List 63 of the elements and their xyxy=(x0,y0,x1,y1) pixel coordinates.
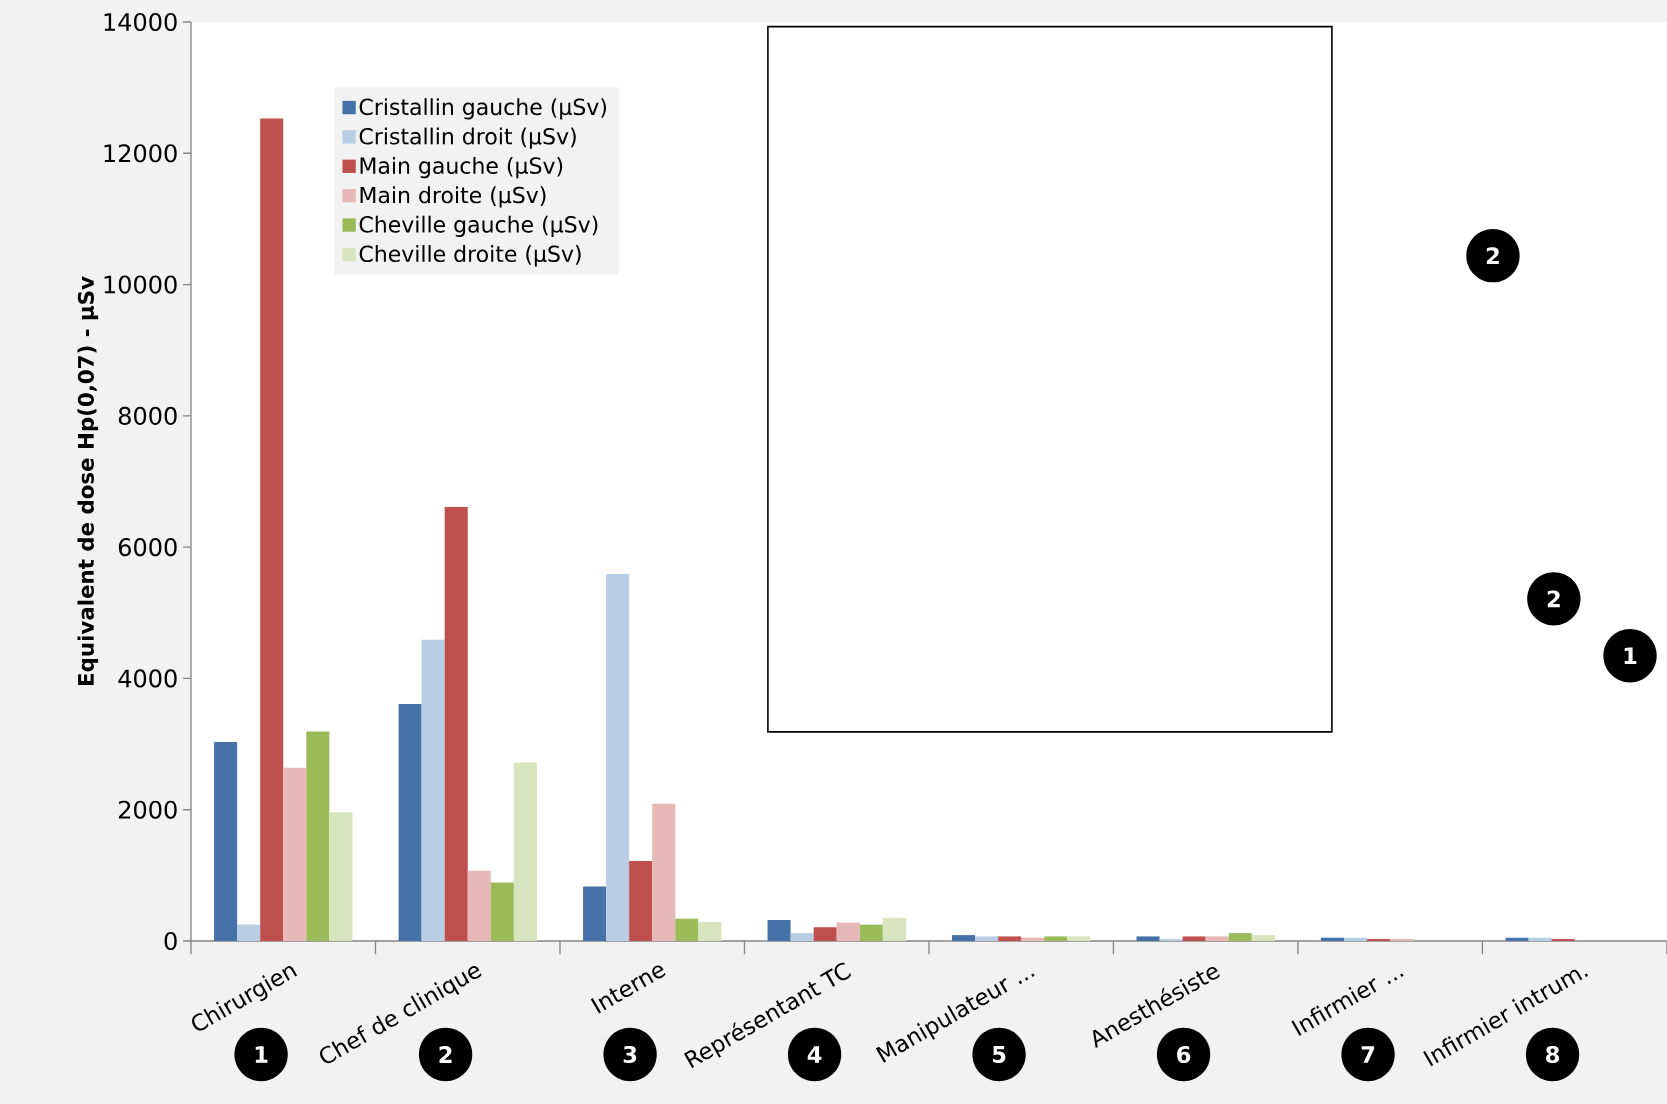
bar xyxy=(1067,936,1091,941)
bar xyxy=(214,742,238,941)
bar xyxy=(398,704,422,941)
bar xyxy=(1021,937,1045,941)
legend-label: Main gauche (µSv) xyxy=(360,156,563,179)
bar xyxy=(813,927,837,941)
bar xyxy=(444,507,468,941)
bar xyxy=(237,924,261,941)
text: 1 xyxy=(255,1046,268,1063)
y-tick-label: 4000 xyxy=(118,669,177,688)
text: 8 xyxy=(1546,1045,1560,1064)
text: 3 xyxy=(623,1045,637,1064)
bar xyxy=(790,933,814,941)
bar xyxy=(1528,937,1552,941)
bar xyxy=(859,924,883,941)
y-tick-label: 12000 xyxy=(104,144,177,163)
y-tick-label: 6000 xyxy=(118,538,177,557)
bar xyxy=(1344,937,1368,941)
bar xyxy=(329,812,353,941)
y-tick-label: 8000 xyxy=(118,406,177,425)
legend-label: Cheville droite (µSv) xyxy=(359,245,581,267)
bar xyxy=(767,920,791,941)
bar xyxy=(975,936,999,941)
bar xyxy=(1321,937,1345,941)
bar xyxy=(952,935,976,941)
bar xyxy=(1251,935,1275,941)
y-tick-label: 2000 xyxy=(118,800,177,819)
y-tick-label: 10000 xyxy=(104,275,177,294)
bar xyxy=(513,762,537,941)
bar xyxy=(1136,936,1160,941)
bar xyxy=(467,870,491,941)
bar xyxy=(1505,937,1529,941)
text: 2 xyxy=(439,1046,452,1063)
text: 7 xyxy=(1361,1046,1375,1063)
bar xyxy=(652,803,676,941)
bar xyxy=(836,922,860,941)
y-tick-label: 14000 xyxy=(104,12,177,32)
text: 6 xyxy=(1177,1045,1191,1064)
bar xyxy=(998,936,1022,941)
y-tick-label: 0 xyxy=(164,931,177,951)
bar xyxy=(260,118,284,941)
legend-label: Main droite (µSv) xyxy=(360,186,546,208)
bar xyxy=(306,731,330,941)
bar xyxy=(421,639,445,941)
bar xyxy=(283,767,307,941)
annotation: 2 xyxy=(1486,247,1499,265)
annotation: 1 xyxy=(1624,647,1637,665)
legend-label: Cristallin droit (µSv) xyxy=(359,127,576,149)
bar xyxy=(698,921,722,941)
bar xyxy=(1044,936,1068,941)
annotation: 2 xyxy=(1547,590,1560,608)
bar xyxy=(675,918,699,941)
y-axis-title: Equivalent de dose Hp(0,07) - µSv xyxy=(77,276,99,685)
bar xyxy=(882,918,906,941)
bar xyxy=(490,882,514,941)
bar xyxy=(1228,933,1252,941)
bar xyxy=(629,860,653,941)
bar xyxy=(583,886,607,941)
bar xyxy=(606,574,630,941)
bar xyxy=(1205,936,1229,941)
legend-label: Cristallin gauche (µSv) xyxy=(359,98,607,120)
bar xyxy=(1182,936,1206,941)
legend-label: Cheville gauche (µSv) xyxy=(359,215,598,237)
